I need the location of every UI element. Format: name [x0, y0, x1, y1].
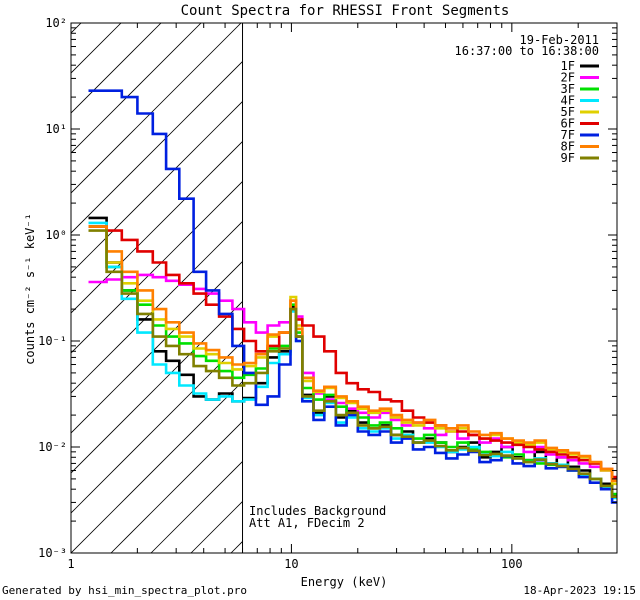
x-tick-labels: 1 10 100 [67, 557, 522, 571]
legend-label-8F: 8F [561, 140, 575, 154]
hatch-line [71, 220, 243, 394]
background-note: Includes Background [249, 504, 386, 518]
y-tick-label: 10² [45, 16, 67, 30]
legend-label-5F: 5F [561, 105, 575, 119]
hatch-line [71, 260, 243, 434]
axis-ticks [70, 22, 618, 554]
legend-label-1F: 1F [561, 59, 575, 73]
series-line-8F [88, 225, 617, 483]
y-tick-label: 10⁻³ [38, 546, 67, 560]
x-tick-label: 10 [284, 557, 298, 571]
x-tick-label: 1 [67, 557, 74, 571]
hatch-line [71, 180, 243, 354]
y-tick-label: 10¹ [45, 122, 67, 136]
hatch-line [71, 100, 243, 274]
hatch-line [71, 60, 243, 234]
series-group [88, 89, 617, 504]
hatch-line [71, 140, 243, 314]
y-tick-label: 10⁻² [38, 440, 67, 454]
hatch-line [71, 300, 243, 474]
y-tick-label: 10⁻¹ [38, 334, 67, 348]
hatch-line [0, 0, 121, 553]
series-line-5F [88, 225, 617, 486]
time-range-annotation: 16:37:00 to 16:38:00 [455, 44, 600, 58]
series-line-6F [88, 225, 617, 479]
series-line-1F [88, 216, 617, 497]
legend-label-3F: 3F [561, 82, 575, 96]
attenuator-note: Att A1, FDecim 2 [249, 516, 365, 530]
hatch-line [71, 340, 243, 514]
hatch-line [110, 420, 243, 553]
hatch-line [351, 0, 640, 553]
y-tick-labels: 10⁻³ 10⁻² 10⁻¹ 10⁰ 10¹ 10² [38, 16, 67, 560]
plot-frame [70, 22, 618, 554]
x-axis-label: Energy (keV) [301, 575, 388, 589]
legend-label-7F: 7F [561, 128, 575, 142]
y-axis-label: counts cm⁻² s⁻¹ keV⁻¹ [23, 213, 37, 365]
hatched-region [0, 0, 640, 553]
x-tick-label: 100 [501, 557, 523, 571]
legend-label-6F: 6F [561, 117, 575, 131]
legend-label-9F: 9F [561, 151, 575, 165]
generator-note: Generated by hsi_min_spectra_plot.pro [2, 584, 247, 597]
legend-label-4F: 4F [561, 94, 575, 108]
hatch-line [71, 380, 243, 553]
chart-title: Count Spectra for RHESSI Front Segments [181, 3, 510, 19]
date-annotation: 19-Feb-2011 [520, 33, 599, 47]
timestamp-note: 18-Apr-2023 19:15 [523, 584, 636, 597]
series-line-9F [88, 229, 617, 498]
legend-label-2F: 2F [561, 71, 575, 85]
y-tick-label: 10⁰ [45, 228, 67, 242]
